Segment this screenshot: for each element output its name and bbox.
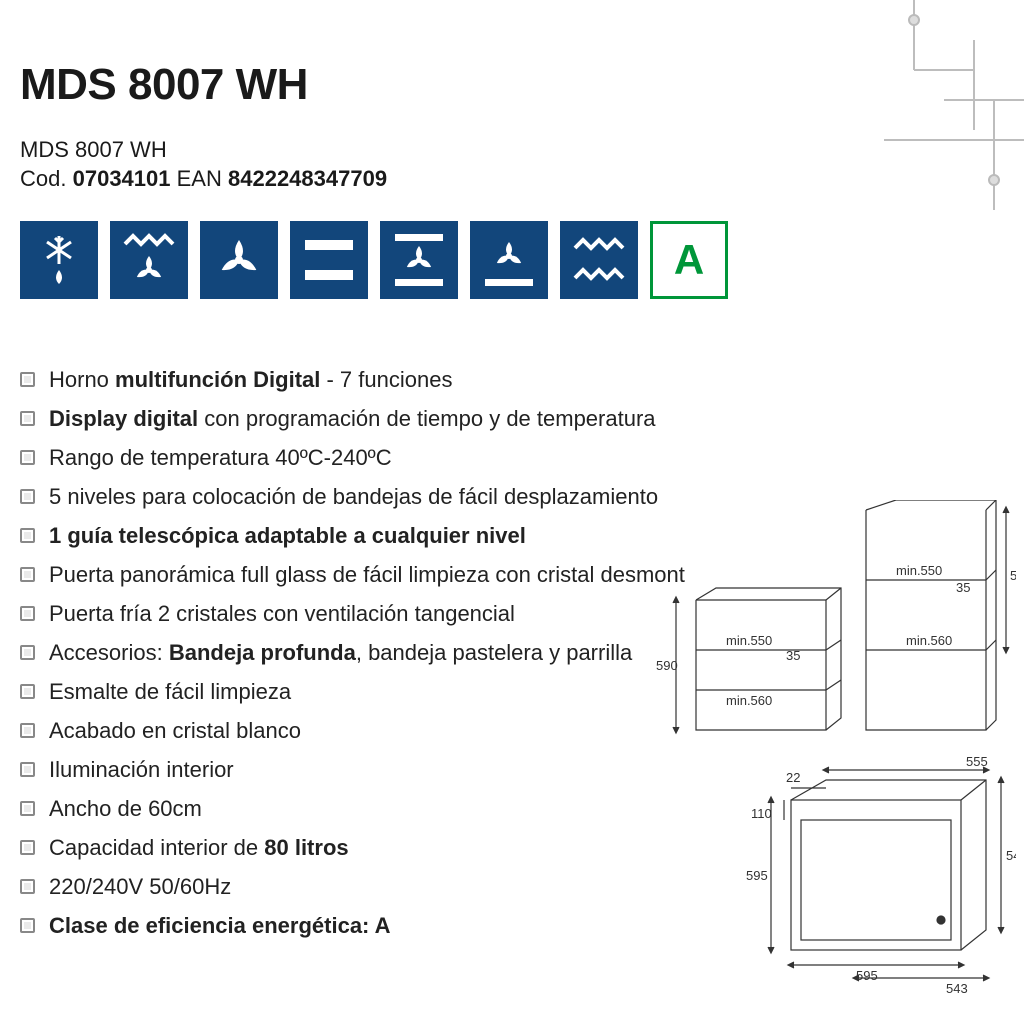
feature-item: Display digital con programación de tiem… bbox=[20, 408, 1004, 430]
svg-text:min.550: min.550 bbox=[726, 633, 772, 648]
function-icons-row: A bbox=[0, 203, 1024, 299]
bullet-icon bbox=[20, 840, 35, 855]
feature-text: 5 niveles para colocación de bandejas de… bbox=[49, 486, 658, 508]
double-grill-icon bbox=[560, 221, 638, 299]
convection-heat-icon bbox=[380, 221, 458, 299]
feature-text: Iluminación interior bbox=[49, 759, 234, 781]
defrost-icon bbox=[20, 221, 98, 299]
svg-text:min.560: min.560 bbox=[726, 693, 772, 708]
bullet-icon bbox=[20, 372, 35, 387]
conventional-heat-icon bbox=[290, 221, 368, 299]
svg-text:595: 595 bbox=[856, 968, 878, 983]
feature-text: 1 guía telescópica adaptable a cualquier… bbox=[49, 525, 526, 547]
svg-text:min.560: min.560 bbox=[906, 633, 952, 648]
feature-text: Puerta panorámica full glass de fácil li… bbox=[49, 564, 685, 586]
feature-text: Puerta fría 2 cristales con ventilación … bbox=[49, 603, 515, 625]
svg-text:22: 22 bbox=[786, 770, 800, 785]
feature-text: Esmalte de fácil limpieza bbox=[49, 681, 291, 703]
svg-text:595: 595 bbox=[746, 868, 768, 883]
bullet-icon bbox=[20, 489, 35, 504]
feature-text: Capacidad interior de 80 litros bbox=[49, 837, 349, 859]
svg-text:590: 590 bbox=[1010, 568, 1016, 583]
bullet-icon bbox=[20, 762, 35, 777]
feature-text: 220/240V 50/60Hz bbox=[49, 876, 231, 898]
feature-text: Acabado en cristal blanco bbox=[49, 720, 301, 742]
bullet-icon bbox=[20, 411, 35, 426]
dimension-diagram: 590 590 min.550 35 min.560 min.550 35 mi… bbox=[656, 500, 1016, 1000]
feature-text: Rango de temperatura 40ºC-240ºC bbox=[49, 447, 392, 469]
svg-text:35: 35 bbox=[956, 580, 970, 595]
bullet-icon bbox=[20, 918, 35, 933]
bullet-icon bbox=[20, 684, 35, 699]
bullet-icon bbox=[20, 606, 35, 621]
bullet-icon bbox=[20, 723, 35, 738]
bullet-icon bbox=[20, 879, 35, 894]
feature-text: Clase de eficiencia energética: A bbox=[49, 915, 391, 937]
svg-text:545: 545 bbox=[1006, 848, 1016, 863]
svg-text:min.550: min.550 bbox=[896, 563, 942, 578]
fan-icon bbox=[200, 221, 278, 299]
feature-text: Accesorios: Bandeja profunda, bandeja pa… bbox=[49, 642, 632, 664]
bottom-fan-icon bbox=[470, 221, 548, 299]
bullet-icon bbox=[20, 567, 35, 582]
svg-text:543: 543 bbox=[946, 981, 968, 996]
feature-item: Rango de temperatura 40ºC-240ºC bbox=[20, 447, 1004, 469]
bullet-icon bbox=[20, 645, 35, 660]
bullet-icon bbox=[20, 450, 35, 465]
svg-text:555: 555 bbox=[966, 754, 988, 769]
feature-text: Ancho de 60cm bbox=[49, 798, 202, 820]
feature-text: Display digital con programación de tiem… bbox=[49, 408, 656, 430]
energy-label-icon: A bbox=[650, 221, 728, 299]
feature-item: Horno multifunción Digital - 7 funciones bbox=[20, 369, 1004, 391]
decorative-corner bbox=[844, 0, 1024, 210]
svg-text:110: 110 bbox=[751, 806, 772, 821]
bullet-icon bbox=[20, 528, 35, 543]
svg-text:35: 35 bbox=[786, 648, 800, 663]
grill-fan-icon bbox=[110, 221, 188, 299]
svg-text:590: 590 bbox=[656, 658, 678, 673]
bullet-icon bbox=[20, 801, 35, 816]
feature-text: Horno multifunción Digital - 7 funciones bbox=[49, 369, 452, 391]
